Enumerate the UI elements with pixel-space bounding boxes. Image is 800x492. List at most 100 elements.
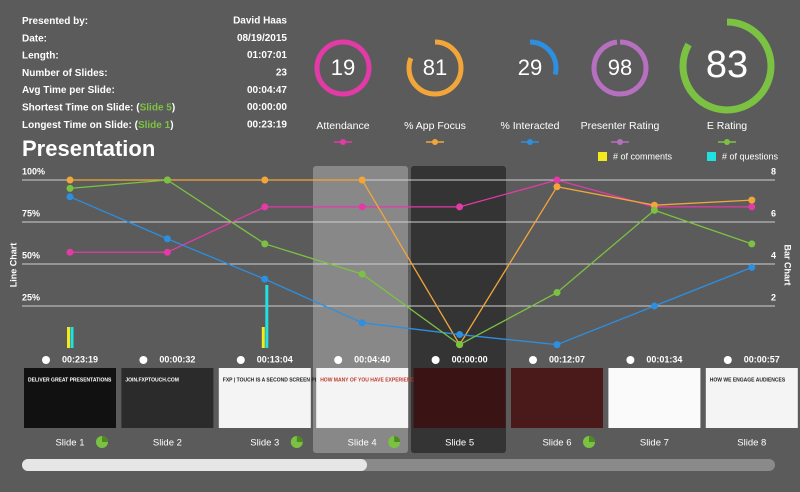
slide-thumbnail[interactable] [24,368,116,428]
line-point [553,183,561,191]
gauge-label: Presenter Rating [581,120,660,132]
line-point [553,176,561,184]
line-point [456,203,464,211]
slide-thumbnail[interactable] [316,368,409,428]
thumbnail-text: HOW MANY OF YOU HAVE EXPERIENCED A BAD P… [320,377,481,383]
thumbnail-text: FXP | TOUCH IS A SECOND SCREEN PLATFORM [223,377,339,383]
slide-thumbnail[interactable] [121,368,214,428]
info-value: 00:23:19 [247,119,287,130]
line-point [358,203,366,211]
slide-time: 00:12:07 [549,354,585,364]
gauge-value: 29 [518,55,542,80]
info-label-end: ) [170,119,173,130]
slide-label: Slide 4 [348,438,377,449]
line-point [748,240,756,248]
slide-label: Slide 7 [640,438,669,449]
slide-time: 00:00:57 [744,354,780,364]
slide-thumbnail[interactable] [608,368,701,428]
info-value: 00:04:47 [247,85,287,96]
info-link[interactable]: Slide 1 [138,119,171,130]
gauge-value: 81 [423,55,447,80]
slide-time: 00:00:32 [159,354,195,364]
pie-slice [102,436,108,442]
slide-thumbnail[interactable] [413,368,506,428]
line-point [456,331,464,339]
legend-dot [527,139,533,145]
bar [265,285,269,348]
clock-icon [139,356,148,364]
legend-dot [724,139,730,145]
info-label: Shortest Time on Slide: (Slide 5) [22,102,175,113]
clock-icon [236,356,245,364]
legend-dot [340,139,346,145]
clock-icon [431,356,440,364]
line-point [358,319,366,327]
legend-label: # of questions [722,151,779,161]
info-label: Avg Time per Slide: [22,85,115,96]
info-label: Date: [22,33,47,44]
slide-label: Slide 8 [737,438,766,449]
line-point [66,248,74,256]
gauge-label: Attendance [316,120,369,132]
bar [261,327,265,348]
info-label-text: Length: [22,50,59,61]
gauge-label: E Rating [707,120,747,132]
gauge-value: 83 [706,44,748,86]
gauge-arc [679,18,775,114]
info-label: Presented by: [22,16,88,27]
line-point [748,196,756,204]
line-point [748,203,756,211]
clock-icon [626,356,635,364]
clock-icon [334,356,343,364]
gauge-arc [314,39,372,97]
info-label: Length: [22,50,59,61]
line-point [261,275,269,283]
pie-slice [394,436,401,442]
info-value: 01:07:01 [247,50,287,61]
y2-tick-label: 2 [771,292,776,302]
clock-icon [529,356,537,364]
slide-thumbnail[interactable] [705,368,798,428]
line-point [66,193,74,201]
thumbnail-text: JOIN.FXPTOUCH.COM [125,377,179,383]
line-point [358,270,366,278]
gauge-value: 98 [608,55,632,80]
slide-label: Slide 6 [542,438,571,449]
legend-swatch [598,152,607,161]
gauge-arc [591,39,649,97]
slide-thumbnail[interactable] [218,368,311,428]
slide-time: 00:00:00 [452,354,488,364]
info-value: David Haas [233,16,287,27]
info-value: 23 [276,68,288,79]
info-label-text: Avg Time per Slide: [22,85,115,96]
thumbnail-text: DELIVER GREAT PRESENTATIONS [28,377,112,383]
line-point [66,176,74,184]
bar [67,327,70,348]
slide-label: Slide 5 [445,438,474,449]
slide-time: 00:23:19 [62,354,98,364]
line-point [650,206,658,214]
gauge-arc [501,39,559,97]
slide-time: 00:04:40 [354,354,390,364]
line-point [66,184,74,192]
line-point [261,240,269,248]
line-point [261,176,269,184]
line-point [650,201,658,209]
info-link[interactable]: Slide 5 [140,102,173,113]
y-tick-label: 75% [22,208,40,218]
slide-thumbnail[interactable] [511,368,603,428]
line-point [261,203,269,211]
line-series [69,179,753,346]
info-label-text: Presented by: [22,16,88,27]
y2-tick-label: 8 [771,166,776,176]
clock-icon [723,356,732,364]
info-label-end: ) [172,102,175,113]
scrollbar-thumb[interactable] [22,459,367,471]
y-tick-label: 100% [22,166,45,176]
pie-slice [589,436,595,442]
slide-time: 00:13:04 [257,354,293,364]
info-label-text: Number of Slides: [22,68,108,79]
line-series [69,196,753,346]
slide-label: Slide 3 [250,438,279,449]
